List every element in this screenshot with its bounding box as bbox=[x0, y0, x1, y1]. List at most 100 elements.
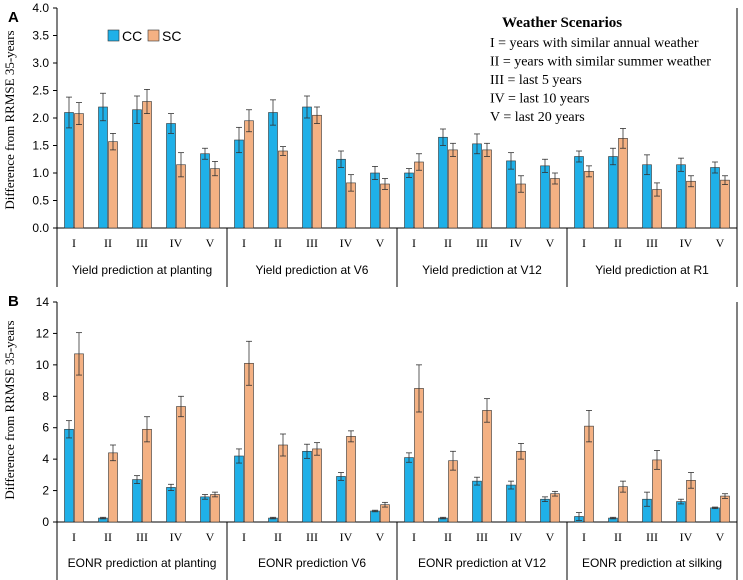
y-tick-label: 3.5 bbox=[32, 29, 49, 43]
x-tick-label: IV bbox=[170, 236, 183, 250]
bar-cc bbox=[302, 106, 312, 229]
y-axis-title: Difference from RRMSE 35-years bbox=[2, 320, 17, 499]
x-tick-label: III bbox=[646, 236, 658, 250]
x-tick-label: II bbox=[274, 530, 282, 544]
bar-sc bbox=[210, 168, 220, 229]
bar-sc bbox=[278, 444, 288, 523]
legend-swatch-cc bbox=[107, 29, 120, 42]
bar-cc bbox=[472, 143, 482, 229]
bar-sc bbox=[244, 120, 254, 229]
bar-sc bbox=[550, 493, 560, 523]
group-label: Yield prediction at R1 bbox=[595, 263, 709, 277]
y-tick-label: 14 bbox=[36, 295, 50, 309]
bar-cc bbox=[438, 136, 448, 229]
x-tick-label: II bbox=[274, 236, 282, 250]
bar-cc bbox=[302, 450, 312, 523]
bar-sc bbox=[584, 171, 594, 229]
x-tick-label: V bbox=[206, 530, 215, 544]
bar-cc bbox=[676, 164, 686, 229]
bar-sc bbox=[312, 448, 322, 523]
bar-sc bbox=[278, 150, 288, 229]
bar-cc bbox=[540, 165, 550, 229]
bar-sc bbox=[346, 436, 356, 523]
x-tick-label: II bbox=[444, 236, 452, 250]
bar-cc bbox=[98, 106, 108, 229]
x-tick-label: IV bbox=[340, 530, 353, 544]
y-tick-label: 2 bbox=[42, 484, 49, 498]
bar-sc bbox=[142, 101, 152, 229]
x-tick-label: IV bbox=[170, 530, 183, 544]
bar-cc bbox=[336, 476, 346, 523]
x-tick-label: I bbox=[582, 530, 586, 544]
group-label: EONR prediction at V12 bbox=[418, 556, 546, 570]
x-tick-label: II bbox=[104, 236, 112, 250]
x-tick-label: V bbox=[546, 530, 555, 544]
bar-sc bbox=[108, 141, 118, 229]
weather-scenario-line: III = last 5 years bbox=[490, 73, 582, 88]
bar-cc bbox=[64, 428, 74, 523]
bar-sc bbox=[720, 179, 730, 229]
weather-scenario-line: IV = last 10 years bbox=[490, 92, 589, 107]
x-tick-label: III bbox=[136, 236, 148, 250]
x-tick-label: II bbox=[614, 530, 622, 544]
bar-cc bbox=[472, 480, 482, 523]
x-tick-label: I bbox=[242, 530, 246, 544]
bar-cc bbox=[540, 498, 550, 523]
bar-sc bbox=[210, 494, 220, 523]
group-label: Yield prediction at V6 bbox=[256, 263, 369, 277]
x-tick-label: IV bbox=[680, 530, 693, 544]
bar-cc bbox=[676, 501, 686, 523]
weather-scenarios-title: Weather Scenarios bbox=[502, 15, 622, 31]
group-label: Yield prediction at V12 bbox=[422, 263, 542, 277]
group-label: Yield prediction at planting bbox=[72, 263, 212, 277]
y-axis-title: Difference from RRMSE 35-years bbox=[2, 30, 17, 209]
y-tick-label: 12 bbox=[36, 326, 50, 340]
bar-cc bbox=[404, 172, 414, 229]
x-tick-label: IV bbox=[340, 236, 353, 250]
y-tick-label: 2.5 bbox=[32, 84, 49, 98]
panel-label: A bbox=[8, 9, 19, 26]
x-tick-label: II bbox=[614, 236, 622, 250]
x-tick-label: IV bbox=[510, 236, 523, 250]
y-tick-label: 10 bbox=[36, 358, 50, 372]
x-tick-label: I bbox=[582, 236, 586, 250]
bar-cc bbox=[370, 510, 380, 523]
x-tick-label: I bbox=[412, 530, 416, 544]
x-tick-label: V bbox=[376, 530, 385, 544]
y-tick-label: 1.5 bbox=[32, 139, 49, 153]
x-tick-label: I bbox=[412, 236, 416, 250]
weather-scenarios-box: Weather Scenarios I = years with similar … bbox=[490, 15, 711, 125]
bar-cc bbox=[710, 507, 720, 523]
weather-scenario-line: II = years with similar summer weather bbox=[490, 55, 711, 70]
bar-cc bbox=[200, 496, 210, 523]
bar-cc bbox=[64, 112, 74, 229]
bar-sc bbox=[312, 114, 322, 229]
bar-cc bbox=[404, 457, 414, 523]
x-tick-label: III bbox=[476, 236, 488, 250]
x-tick-label: V bbox=[376, 236, 385, 250]
bar-cc bbox=[608, 156, 618, 229]
bar-sc bbox=[448, 149, 458, 229]
bar-sc bbox=[176, 406, 186, 523]
bar-cc bbox=[166, 487, 176, 523]
bar-sc bbox=[414, 161, 424, 229]
bar-cc bbox=[132, 479, 142, 523]
x-tick-label: I bbox=[242, 236, 246, 250]
bar-cc bbox=[370, 172, 380, 229]
bar-cc bbox=[234, 455, 244, 523]
y-tick-label: 4.0 bbox=[32, 1, 49, 15]
bar-cc bbox=[506, 160, 516, 229]
legend: CC SC bbox=[107, 28, 181, 44]
panel-A: 0.0 0.5 1.0 1.5 2.0 2.5 3.0 3.5 4.0 Difference fr… bbox=[2, 1, 738, 287]
weather-scenario-line: V = last 20 years bbox=[490, 110, 585, 125]
bar-sc bbox=[380, 183, 390, 229]
x-tick-label: III bbox=[306, 236, 318, 250]
x-tick-label: IV bbox=[680, 236, 693, 250]
bar-cc bbox=[166, 123, 176, 229]
x-tick-label: V bbox=[206, 236, 215, 250]
weather-scenario-line: I = years with similar annual weather bbox=[490, 36, 699, 51]
bar-sc bbox=[74, 113, 84, 229]
x-tick-label: V bbox=[716, 236, 725, 250]
group-label: EONR prediction at planting bbox=[68, 556, 217, 570]
